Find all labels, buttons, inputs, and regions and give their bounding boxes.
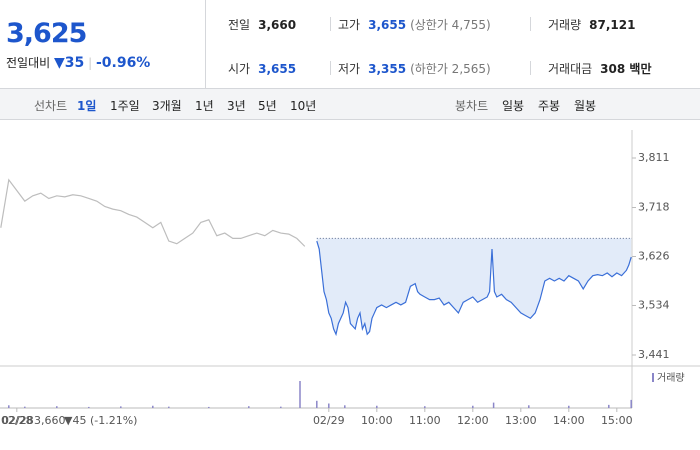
cell: 저가 3,355 (하한가 2,565) [338, 60, 491, 77]
cell-value: 308 백만 [600, 62, 652, 76]
cell-value: 3,660 [258, 18, 297, 32]
footer-close: 3,660 [34, 414, 66, 427]
y-tick-label: 3,441 [638, 348, 670, 361]
cell: 전일 3,660 [228, 16, 296, 33]
cell-label: 거래대금 [548, 62, 593, 76]
toolbar-button[interactable]: 1년 [195, 99, 214, 113]
volume-legend: 거래량 [657, 372, 685, 384]
price: 3,625 [6, 18, 87, 49]
cell-value: 3,355 [368, 62, 407, 76]
cell-label: 시가 [228, 62, 251, 76]
x-tick-label: 11:00 [409, 414, 441, 427]
change: 전일대비 ▼35 | -0.96% [6, 55, 151, 71]
x-tick-label: 15:00 [601, 414, 633, 427]
cell-label: 고가 [338, 18, 361, 32]
quote-panel: 3,625 전일대비 ▼35 | -0.96% 전일 3,660 고가 3,655(… [0, 0, 700, 89]
toolbar-label: 선차트 [34, 99, 68, 113]
footer-change: ▼45 (-1.21%) [64, 414, 137, 427]
toolbar-button[interactable]: 일봉 [502, 99, 525, 113]
change-value: ▼35 [54, 55, 85, 71]
toolbar-button[interactable]: 주봉 [538, 99, 561, 113]
price-line [316, 240, 632, 337]
cell: 시가 3,655 [228, 60, 296, 77]
toolbar-button[interactable]: 월봉 [574, 99, 597, 113]
x-tick-label: 02/28 [1, 414, 33, 427]
toolbar-button[interactable]: 3개월 [152, 99, 182, 113]
cell-label: 거래량 [548, 18, 582, 32]
toolbar-button[interactable]: 3년 [227, 99, 246, 113]
x-tick-label: 10:00 [361, 414, 393, 427]
cell-label: 저가 [338, 62, 361, 76]
footer-date: 02/28 [2, 414, 34, 427]
y-tick-label: 3,534 [638, 298, 670, 311]
change-rate: -0.96% [95, 55, 151, 71]
x-tick-label: 12:00 [457, 414, 489, 427]
price-box: 3,625 전일대비 ▼35 | -0.96% [0, 0, 206, 88]
x-tick-label: 13:00 [505, 414, 537, 427]
cell-value: 3,655 [258, 62, 297, 76]
toolbar-button[interactable]: 5년 [258, 99, 277, 113]
x-tick-label: 02/29 [313, 414, 345, 427]
y-tick-label: 3,626 [638, 250, 670, 263]
cell-value: 87,121 [589, 18, 636, 32]
cell-label: 전일 [228, 18, 251, 32]
change-label: 전일대비 [6, 56, 51, 70]
cell-sub: (하한가 2,565) [410, 62, 491, 76]
toolbar-button[interactable]: 1주일 [110, 99, 140, 113]
x-tick-label: 14:00 [553, 414, 585, 427]
toolbar-label: 봉차트 [455, 99, 489, 113]
y-tick-label: 3,811 [638, 151, 670, 164]
toolbar-button[interactable]: 10년 [290, 99, 317, 113]
toolbar: 선차트 1일 1주일 3개월 1년 3년 5년 10년 봉차트 일봉 주봉 월봉 [0, 89, 700, 120]
cell-value: 3,655 [368, 18, 407, 32]
cell: 고가 3,655 (상한가 4,755) [338, 16, 491, 33]
toolbar-button[interactable]: 1일 [77, 99, 97, 113]
volume-legend-swatch [652, 373, 654, 382]
cell-sub: (상한가 4,755) [410, 18, 491, 32]
y-tick-label: 3,718 [638, 201, 670, 214]
area-fill [316, 238, 632, 335]
cell: 거래대금 308 백만 [548, 60, 651, 77]
price-line [0, 178, 306, 247]
cell: 거래량 87,121 [548, 16, 635, 33]
